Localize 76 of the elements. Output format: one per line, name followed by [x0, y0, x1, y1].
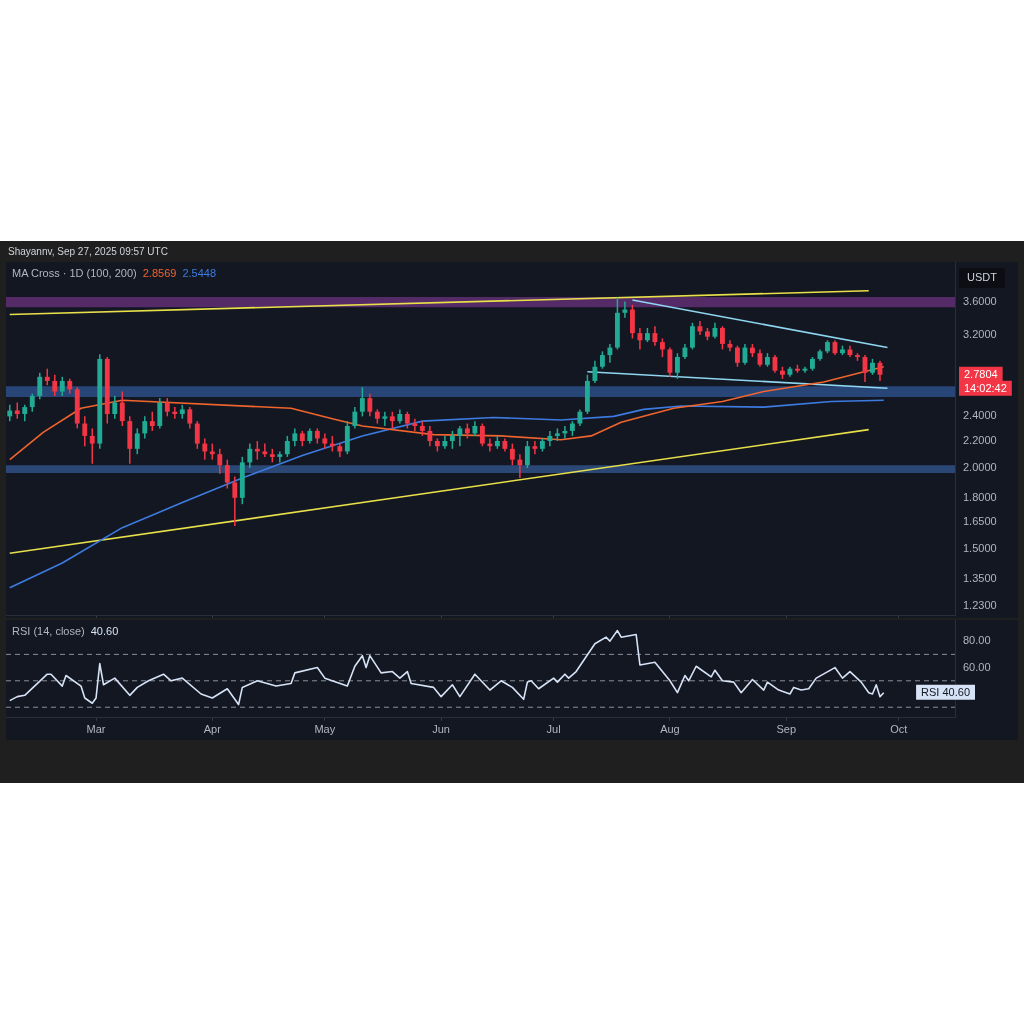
candlestick — [149, 410, 155, 432]
candlestick — [217, 448, 223, 475]
candlestick — [277, 450, 283, 464]
candlestick — [652, 325, 658, 347]
y-tick-label: 3.6000 — [963, 294, 997, 307]
candlestick — [262, 442, 268, 458]
y-tick-label: 1.2300 — [963, 598, 997, 611]
candlestick — [524, 440, 530, 469]
candlestick — [134, 427, 140, 455]
candlestick — [622, 300, 628, 319]
x-tick-label: Oct — [890, 723, 908, 736]
text: 14:02:42 — [964, 381, 1007, 394]
candlestick — [479, 422, 485, 447]
candlestick — [202, 437, 208, 461]
candlestick — [607, 343, 613, 364]
candlestick — [82, 415, 88, 447]
y-tick-label: 80.00 — [963, 634, 991, 647]
annotation: RSI 40.60 — [921, 685, 970, 698]
candlestick — [720, 325, 725, 351]
candlestick — [112, 395, 118, 420]
candlestick — [367, 392, 373, 418]
candlestick — [517, 453, 523, 479]
y-tick-label: 1.3500 — [963, 572, 997, 585]
candlestick — [629, 303, 635, 340]
x-tick-label: Jun — [432, 723, 450, 736]
candlestick — [232, 475, 238, 527]
text: MA Cross · 1D (100, 200) — [12, 267, 137, 279]
candlestick — [674, 352, 680, 380]
candlestick — [352, 406, 358, 430]
candlestick — [247, 442, 253, 469]
candlestick — [689, 322, 695, 351]
candlestick — [359, 386, 365, 418]
x-tick-label: Apr — [203, 723, 222, 736]
candlestick — [187, 406, 193, 430]
x-tick-label: Sep — [776, 723, 796, 736]
x-tick-label: Aug — [660, 723, 680, 736]
candlestick — [509, 442, 515, 466]
candlestick — [224, 458, 230, 490]
y-tick-label: 2.2000 — [963, 434, 997, 447]
candlestick — [457, 425, 463, 447]
annotation: 40.60 — [90, 625, 119, 637]
candlestick — [157, 397, 163, 430]
annotation: 2.8569 — [142, 267, 177, 279]
candlestick — [194, 420, 200, 450]
candlestick — [667, 346, 673, 378]
candlestick — [735, 344, 740, 368]
x-tick-label: Mar — [86, 723, 106, 736]
y-tick-label: 1.6500 — [963, 515, 997, 528]
candlestick — [592, 360, 598, 384]
text: 2.7804 — [964, 367, 998, 380]
candlestick — [164, 397, 170, 418]
candlestick — [119, 390, 125, 427]
candlestick — [59, 376, 65, 397]
y-tick-label: 3.2000 — [963, 327, 997, 340]
y-tick-label: 60.00 — [963, 660, 991, 673]
annotation: 2.5448 — [182, 267, 217, 279]
y-axis-title: USDT — [967, 271, 998, 284]
candlestick — [172, 406, 178, 420]
chart-subtitle: Shayannv, Sep 27, 2025 09:57 UTC — [8, 246, 168, 257]
y-tick-label: 1.5000 — [963, 542, 997, 555]
candlestick — [532, 440, 538, 455]
candlestick — [52, 374, 58, 397]
candlestick — [142, 415, 148, 440]
x-tick-label: Jul — [546, 723, 561, 736]
y-tick-label: 2.4000 — [963, 409, 997, 422]
candlestick — [427, 425, 433, 447]
candlestick — [637, 327, 643, 351]
candlestick — [382, 410, 388, 427]
y-tick-label: 1.8000 — [963, 490, 997, 503]
text: RSI (14, close) — [12, 625, 85, 637]
x-tick-label: May — [314, 723, 336, 736]
candlestick — [659, 337, 665, 358]
candlestick — [284, 435, 290, 458]
candlestick — [37, 371, 43, 400]
candlestick — [89, 427, 95, 465]
y-tick-label: 2.0000 — [963, 461, 997, 474]
